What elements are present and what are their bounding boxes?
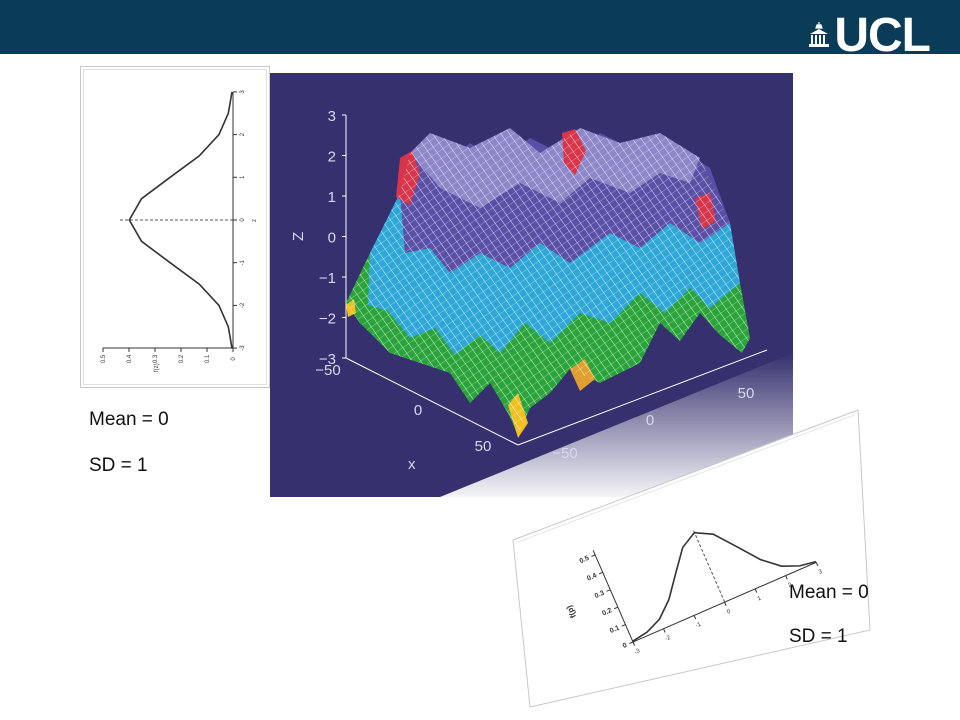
mean-line [692, 528, 726, 603]
surface-chart: 3 2 1 0 −1 −2 −3 −50 0 50 −50 0 50 Z x [270, 73, 793, 497]
y-tick-label: 0.2 [601, 607, 613, 617]
z-tick-label: -3 [240, 345, 246, 351]
density-tick-label: 0.5 [101, 354, 107, 363]
density-tick-label: 0.2 [179, 354, 185, 363]
x-axis [345, 357, 519, 446]
z-tick-label: 3 [240, 90, 246, 94]
y-tick [613, 606, 619, 610]
x-tick [815, 562, 819, 567]
header-banner [0, 0, 960, 54]
y-tick [598, 571, 603, 575]
density-tick-label: 0.3 [153, 354, 159, 363]
z-tick-label: 0 [328, 230, 336, 247]
y-tick-label: 0.1 [609, 625, 621, 635]
y-axis-label: f(z) [154, 363, 160, 372]
x-tick [663, 628, 666, 633]
x-tick [724, 601, 727, 607]
y-tick-label: 0.3 [594, 590, 606, 600]
surface [346, 128, 750, 438]
z-tick-label: -1 [240, 259, 246, 265]
z-tick-label: 1 [328, 189, 336, 206]
right-sd-label: SD = 1 [789, 626, 848, 647]
y-tick-label: 50 [738, 385, 755, 402]
y-tick [629, 641, 634, 645]
right-mean-label: Mean = 0 [789, 582, 869, 603]
x-tick [754, 588, 758, 593]
y-tick [606, 589, 611, 592]
z-tick-label: 2 [240, 132, 246, 136]
left-sd-label: SD = 1 [89, 455, 148, 476]
z-tick-label: 1 [240, 175, 246, 179]
y-tick [621, 624, 626, 627]
logo-text: UCL [834, 9, 931, 62]
x-tick [632, 641, 636, 646]
fade-overlay [440, 353, 793, 497]
density-tick-label: 0 [231, 357, 237, 361]
x-tick-label: 0 [414, 402, 422, 419]
x-tick-label: -2 [664, 635, 672, 643]
x-tick-label: 3 [818, 569, 824, 576]
y-tick-label: 0 [646, 412, 654, 429]
x-tick-label: −50 [315, 362, 340, 379]
x-axis-label: x [408, 456, 416, 473]
x-tick-label: 0 [726, 609, 732, 616]
left-mean-label: Mean = 0 [89, 409, 169, 430]
x-tick-label: -3 [634, 648, 642, 656]
x-tick [693, 615, 697, 620]
y-tick-label: 0.5 [579, 555, 591, 565]
y-axis-line [592, 550, 634, 643]
z-axis-label: Z [290, 232, 307, 241]
x-axis-label: z [252, 219, 258, 222]
y-tick-label: 0.4 [586, 572, 598, 582]
portico-icon [809, 22, 830, 47]
x-tick-label: -1 [695, 621, 703, 629]
x-tick [785, 575, 788, 580]
z-tick-label: −3 [319, 351, 336, 368]
ucl-logo: UCL [808, 9, 931, 62]
z-tick-label: -2 [240, 302, 246, 308]
z-tick-label: −1 [319, 270, 336, 287]
z-tick-label: 0 [240, 218, 246, 222]
x-tick-label: 1 [757, 595, 763, 602]
z-tick-label: 2 [328, 149, 336, 166]
y-axis [517, 349, 768, 446]
x-tick-label: 50 [475, 438, 492, 455]
skewed-card [512, 409, 871, 708]
rotated-normal-chart: -3 -2 -1 0 1 2 3 0 0.1 0.2 0.3 0.4 0.5 f(z) z [80, 66, 270, 388]
y-tick [591, 554, 596, 557]
x-tick-label: 2 [787, 582, 793, 589]
normal-curve [632, 531, 817, 642]
z-tick-label: 3 [328, 108, 336, 125]
normal-curve [128, 91, 233, 349]
y-tick-label: −50 [552, 445, 577, 462]
z-tick-label: −2 [319, 311, 336, 328]
density-tick-label: 0.1 [205, 354, 211, 363]
surface-mesh-overlay [346, 128, 750, 435]
y-tick-label: 0 [622, 642, 628, 650]
density-tick-label: 0.4 [127, 354, 133, 363]
